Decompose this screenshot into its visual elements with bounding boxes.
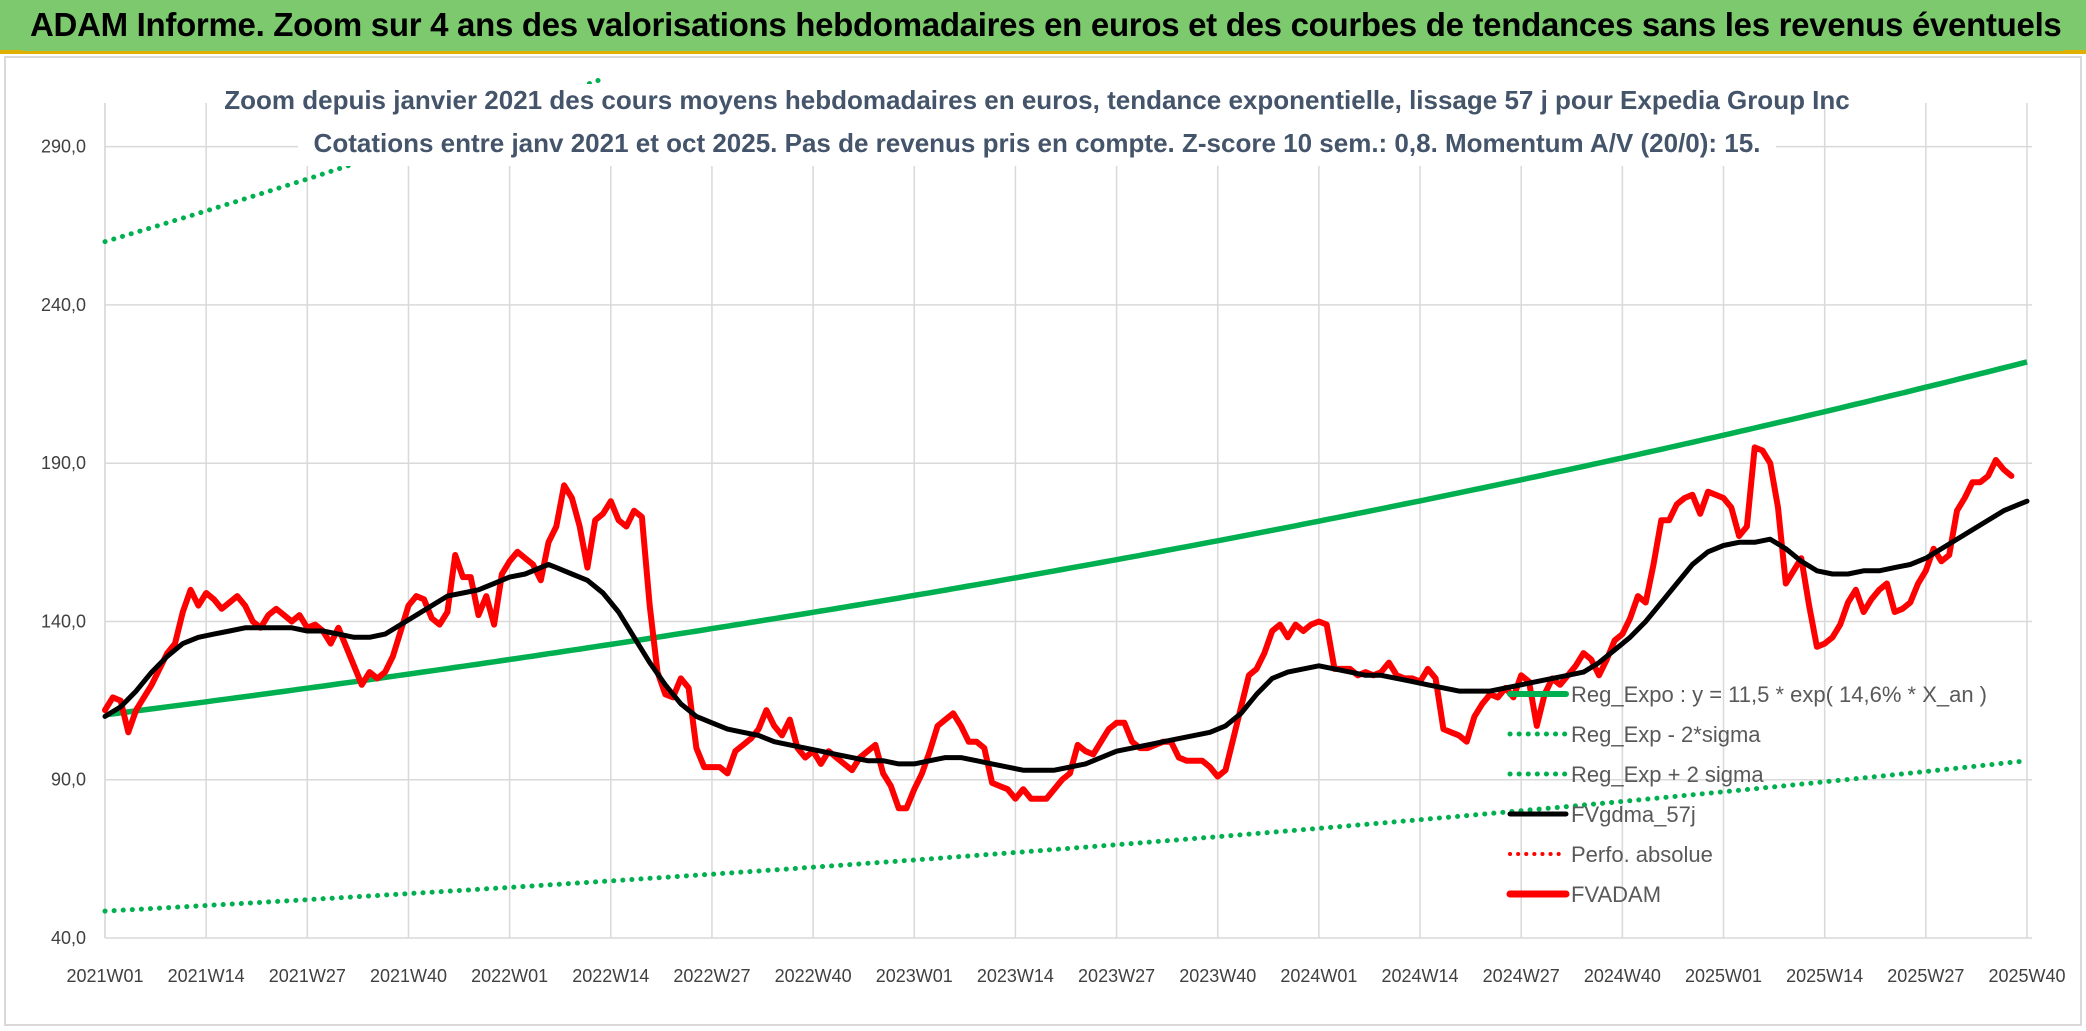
x-tick-label: 2021W01 — [66, 966, 143, 986]
x-axis: 2021W01 2021W14 2021W27 2021W40 2022W01 2022W… — [66, 966, 2065, 986]
x-tick-label: 2025W14 — [1786, 966, 1863, 986]
data-series — [102, 444, 2030, 812]
banner-title: ADAM Informe. Zoom sur 4 ans des valoris… — [30, 6, 2062, 43]
x-tick-label: 2024W40 — [1584, 966, 1661, 986]
y-tick-label: 140,0 — [41, 611, 86, 631]
y-tick-label: 240,0 — [41, 295, 86, 315]
x-tick-label: 2022W27 — [673, 966, 750, 986]
trend-lines — [102, 359, 2030, 914]
x-tick-label: 2024W01 — [1280, 966, 1357, 986]
x-tick-label: 2021W40 — [370, 966, 447, 986]
legend: Reg_Expo : y = 11,5 * exp( 14,6% * X_an … — [1506, 682, 1987, 907]
legend-label-reg_expo: Reg_Expo : y = 11,5 * exp( 14,6% * X_an … — [1571, 682, 1987, 707]
y-tick-label: 40,0 — [51, 928, 86, 948]
gridlines — [104, 103, 2032, 939]
series-fvgdma-line — [102, 498, 2030, 773]
x-tick-label: 2021W27 — [269, 966, 346, 986]
chart-title: Zoom depuis janvier 2021 des cours moyen… — [224, 85, 1850, 115]
legend-label-fvgdma: FVgdma_57j — [1571, 802, 1696, 827]
x-tick-label: 2024W27 — [1483, 966, 1560, 986]
y-tick-label: 190,0 — [41, 453, 86, 473]
banner-corner-right — [2064, 50, 2086, 54]
legend-label-reg_plus: Reg_Exp + 2 sigma — [1571, 762, 1764, 787]
chart-subtitle: Cotations entre janv 2021 et oct 2025. P… — [314, 128, 1761, 158]
series-reg-expo-line — [104, 359, 2028, 718]
x-tick-label: 2022W40 — [775, 966, 852, 986]
y-tick-label: 290,0 — [41, 137, 86, 157]
x-tick-label: 2025W40 — [1988, 966, 2065, 986]
x-tick-label: 2023W27 — [1078, 966, 1155, 986]
banner: ADAM Informe. Zoom sur 4 ans des valoris… — [0, 0, 2086, 54]
x-tick-label: 2022W01 — [471, 966, 548, 986]
banner-corner-left — [0, 50, 22, 54]
legend-label-perfo: Perfo. absolue — [1571, 842, 1713, 867]
x-tick-label: 2023W14 — [977, 966, 1054, 986]
y-tick-label: 90,0 — [51, 770, 86, 790]
x-tick-label: 2023W01 — [876, 966, 953, 986]
x-tick-label: 2024W14 — [1382, 966, 1459, 986]
x-tick-label: 2025W27 — [1887, 966, 1964, 986]
x-tick-label: 2023W40 — [1179, 966, 1256, 986]
x-tick-label: 2025W01 — [1685, 966, 1762, 986]
series-fvadam-line — [102, 444, 2015, 812]
legend-label-reg_minus: Reg_Exp - 2*sigma — [1571, 722, 1761, 747]
y-axis: 40,0 90,0 140,0 190,0 240,0 290,0 — [41, 137, 86, 948]
x-tick-label: 2022W14 — [572, 966, 649, 986]
legend-label-fvadam: FVADAM — [1571, 882, 1661, 907]
series-reg-exp-minus-line — [102, 758, 2030, 914]
chart-frame — [4, 56, 2082, 1026]
title-backdrop — [298, 84, 1776, 166]
x-tick-label: 2021W14 — [168, 966, 245, 986]
